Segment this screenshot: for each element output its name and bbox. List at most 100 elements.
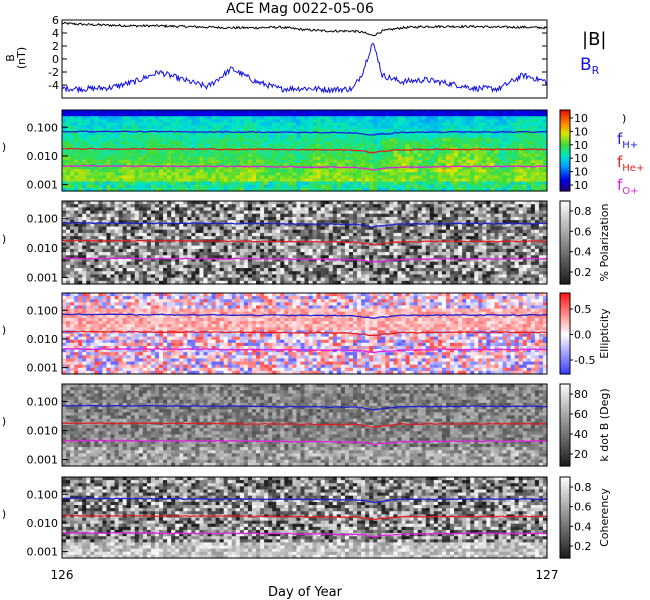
heatmap-cell (409, 159, 415, 164)
heatmap-cell (102, 166, 108, 170)
heatmap-cell (134, 153, 140, 158)
heatmap-cell (369, 201, 374, 205)
heatmap-cell (187, 187, 192, 192)
heatmap-cell (82, 166, 87, 170)
heatmap-cell (138, 156, 144, 161)
heatmap-cell (167, 144, 172, 148)
heatmap-cell (235, 166, 241, 170)
heatmap-cell (538, 125, 544, 130)
heatmap-cell (296, 166, 302, 170)
heatmap-cell (397, 134, 403, 139)
heatmap-cell (272, 116, 277, 120)
heatmap-cell (361, 113, 366, 117)
heatmap-cell (462, 131, 467, 136)
heatmap-cell (417, 122, 423, 127)
heatmap-cell (466, 134, 471, 139)
heatmap-cell (377, 144, 382, 148)
heatmap-cell (353, 147, 358, 152)
heatmap-cell (373, 166, 378, 170)
heatmap-cell (365, 113, 370, 117)
heatmap-cell (106, 141, 112, 145)
heatmap-cell (280, 113, 285, 117)
heatmap-cell (82, 138, 87, 142)
heatmap-cell (179, 156, 184, 161)
heatmap-cell (458, 116, 463, 120)
heatmap-cell (207, 156, 213, 161)
heatmap-cell (365, 156, 370, 161)
heatmap-cell (490, 125, 496, 130)
heatmap-cell (320, 156, 326, 161)
heatmap-cell (110, 134, 116, 139)
heatmap-cell (482, 159, 487, 164)
heatmap-cell (458, 169, 463, 173)
heatmap-cell (110, 113, 116, 117)
heatmap-cell (425, 159, 431, 164)
heatmap-cell (490, 134, 496, 139)
heatmap-cell (482, 201, 487, 205)
heatmap-cell (138, 141, 144, 145)
series-line-btotal (61, 21, 548, 37)
heatmap-cell (385, 134, 390, 139)
heatmap-cell (413, 156, 419, 161)
heatmap-cell (425, 156, 431, 161)
colorbar-power (559, 109, 573, 192)
heatmap-cell (304, 178, 310, 183)
heatmap-cell (320, 181, 326, 186)
heatmap-cell (102, 150, 108, 155)
heatmap-cell (78, 162, 83, 167)
heatmap-cell (490, 113, 496, 117)
heatmap-cell (397, 172, 403, 177)
heatmap-cell (134, 172, 140, 177)
heatmap-cell (498, 131, 504, 136)
heatmap-cell (308, 204, 314, 208)
heatmap-cell (272, 166, 277, 170)
heatmap-cell (514, 187, 520, 192)
heatmap-cell (344, 201, 350, 205)
heatmap-cell (320, 162, 326, 167)
heatmap-cell (348, 113, 354, 117)
heatmap-cell (421, 113, 427, 117)
heatmap-cell (393, 178, 399, 183)
heatmap-cell (98, 119, 104, 124)
heatmap-cell (183, 162, 188, 167)
heatmap-cell (328, 169, 334, 173)
heatmap-cell (538, 134, 544, 139)
heatmap-cell (175, 125, 180, 130)
heatmap-cell (538, 141, 544, 145)
heatmap-cell (114, 119, 120, 124)
heatmap-cell (534, 175, 540, 180)
heatmap-cell (353, 131, 358, 136)
heatmap-cell (219, 175, 225, 180)
heatmap-cell (340, 131, 346, 136)
heatmap-cell (324, 119, 330, 124)
heatmap-cell (264, 166, 269, 170)
heatmap-cell (247, 187, 253, 192)
heatmap-cell (498, 153, 504, 158)
heatmap-cell (441, 153, 447, 158)
heatmap-cell (518, 162, 524, 167)
heatmap-cell (223, 159, 229, 164)
heatmap-cell (159, 187, 164, 192)
heatmap-cell (389, 147, 395, 152)
heatmap-cell (227, 156, 233, 161)
heatmap-cell (276, 141, 281, 145)
heatmap-cell (377, 184, 382, 189)
heatmap-cell (369, 169, 374, 173)
heatmap-cell (413, 175, 419, 180)
heatmap-cell (462, 172, 467, 177)
heatmap-cell (70, 125, 75, 130)
heatmap-cell (466, 150, 471, 155)
heatmap-cell (268, 172, 273, 177)
heatmap-cell (268, 131, 273, 136)
heatmap-cell (86, 178, 91, 183)
heatmap-cell (462, 125, 467, 130)
heatmap-cell (409, 119, 415, 124)
heatmap-cell (494, 187, 500, 192)
heatmap-cell (183, 184, 188, 189)
heatmap-cell (405, 110, 411, 114)
heatmap-cell (251, 187, 257, 192)
heatmap-cell (385, 162, 390, 167)
heatmap-cell (276, 131, 281, 136)
heatmap-cell (458, 181, 463, 186)
heatmap-cell (130, 144, 136, 148)
